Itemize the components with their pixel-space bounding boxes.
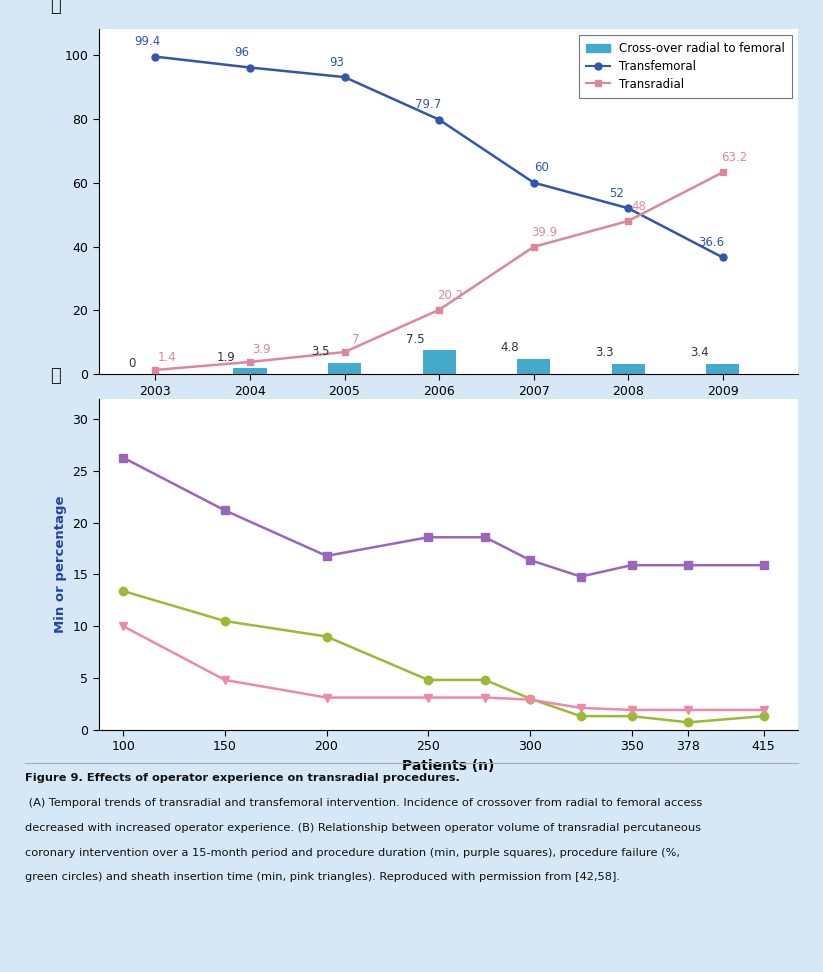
Text: 79.7: 79.7 (415, 98, 441, 112)
Text: 48: 48 (632, 199, 647, 213)
Text: 39.9: 39.9 (532, 226, 558, 238)
Text: Ⓐ: Ⓐ (49, 0, 61, 16)
Text: 3.5: 3.5 (312, 345, 330, 359)
Text: 3.4: 3.4 (690, 346, 709, 359)
X-axis label: Year: Year (431, 403, 466, 417)
Text: 3.3: 3.3 (595, 346, 614, 359)
X-axis label: Patients (n): Patients (n) (402, 758, 495, 773)
Text: 96: 96 (235, 47, 249, 59)
Legend: Cross-over radial to femoral, Transfemoral, Transradial: Cross-over radial to femoral, Transfemor… (579, 35, 793, 97)
Text: 99.4: 99.4 (134, 35, 160, 49)
Text: 36.6: 36.6 (699, 236, 724, 249)
Text: Figure 9. Effects of operator experience on transradial procedures.: Figure 9. Effects of operator experience… (25, 773, 459, 782)
Text: 63.2: 63.2 (721, 151, 746, 164)
Y-axis label: Min or percentage: Min or percentage (54, 496, 67, 633)
Text: 20.2: 20.2 (437, 289, 463, 301)
Bar (611, 364, 644, 374)
Text: 93: 93 (328, 55, 344, 69)
Text: 4.8: 4.8 (500, 341, 519, 354)
Text: Ⓑ: Ⓑ (49, 367, 61, 386)
Text: coronary intervention over a 15-month period and procedure duration (min, purple: coronary intervention over a 15-month pe… (25, 848, 680, 857)
Text: decreased with increased operator experience. (B) Relationship between operator : decreased with increased operator experi… (25, 822, 700, 833)
Text: 0: 0 (128, 357, 136, 369)
Text: 60: 60 (534, 161, 550, 174)
Bar (328, 364, 361, 374)
Bar (422, 351, 456, 374)
Text: (A) Temporal trends of transradial and transfemoral intervention. Incidence of c: (A) Temporal trends of transradial and t… (25, 798, 702, 808)
Bar (706, 364, 739, 374)
Bar (517, 359, 550, 374)
Text: 7.5: 7.5 (406, 332, 425, 346)
Text: 3.9: 3.9 (252, 343, 271, 357)
Text: 7: 7 (352, 333, 360, 346)
Text: 1.4: 1.4 (157, 352, 176, 364)
Text: 1.9: 1.9 (217, 351, 235, 364)
Text: 52: 52 (610, 187, 625, 200)
Text: green circles) and sheath insertion time (min, pink triangles). Reproduced with : green circles) and sheath insertion time… (25, 873, 620, 883)
Bar (234, 368, 267, 374)
